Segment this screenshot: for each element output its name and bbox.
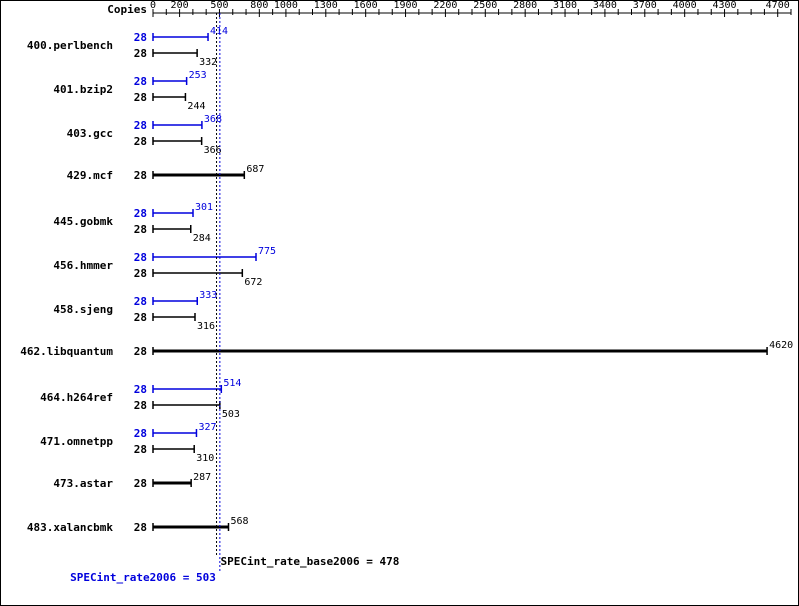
x-axis-label: 2800: [513, 1, 537, 11]
copies-base: 28: [134, 443, 147, 456]
copies-base: 28: [134, 267, 147, 280]
base-value: 672: [244, 277, 262, 288]
peak-ref-label: SPECint_rate2006 = 503: [70, 571, 216, 584]
copies-base: 28: [134, 47, 147, 60]
chart-svg: 0 200 500 800 1000 1300 1600 1900 2200 2500 2800 31…: [1, 1, 798, 605]
peak-value: 327: [198, 422, 216, 433]
benchmark-name: 473.astar: [53, 477, 113, 490]
base-value: 316: [197, 321, 215, 332]
peak-value: 775: [258, 246, 276, 257]
x-axis-label: 4000: [673, 1, 697, 11]
base-value: 310: [196, 453, 214, 464]
benchmark-name: 403.gcc: [67, 127, 113, 140]
benchmark-name: 401.bzip2: [53, 83, 113, 96]
benchmark-name: 462.libquantum: [20, 345, 113, 358]
x-axis-label: 2500: [473, 1, 497, 11]
base-value: 244: [187, 101, 205, 112]
copies-base: 28: [134, 311, 147, 324]
copies-peak: 28: [134, 383, 147, 396]
copies-base: 28: [134, 169, 147, 182]
benchmark-name: 471.omnetpp: [40, 435, 113, 448]
benchmark-name: 400.perlbench: [27, 39, 113, 52]
benchmark-name: 483.xalancbmk: [27, 521, 113, 534]
benchmark-name: 429.mcf: [67, 169, 113, 182]
base-value: 287: [193, 472, 211, 483]
benchmark-name: 464.h264ref: [40, 391, 113, 404]
copies-base: 28: [134, 477, 147, 490]
base-value: 366: [204, 145, 222, 156]
base-value: 503: [222, 409, 240, 420]
base-ref-label: SPECint_rate_base2006 = 478: [221, 555, 400, 568]
peak-value: 514: [223, 378, 241, 389]
copies-base: 28: [134, 399, 147, 412]
base-value: 284: [193, 233, 211, 244]
copies-peak: 28: [134, 207, 147, 220]
peak-value: 368: [204, 114, 222, 125]
copies-peak: 28: [134, 31, 147, 44]
x-axis-label: 500: [210, 1, 228, 11]
benchmark-chart: 0 200 500 800 1000 1300 1600 1900 2200 2500 2800 31…: [0, 0, 799, 606]
x-axis-label: 3700: [633, 1, 657, 11]
copies-base: 28: [134, 91, 147, 104]
x-axis-label: 200: [171, 1, 189, 11]
peak-value: 333: [199, 290, 217, 301]
x-axis-label: 4300: [712, 1, 736, 11]
copies-peak: 28: [134, 75, 147, 88]
benchmark-name: 456.hmmer: [53, 259, 113, 272]
x-axis-label: 1900: [393, 1, 417, 11]
peak-value: 301: [195, 202, 213, 213]
x-axis-label: 3400: [593, 1, 617, 11]
copies-base: 28: [134, 521, 147, 534]
copies-base: 28: [134, 223, 147, 236]
copies-base: 28: [134, 345, 147, 358]
peak-value: 253: [189, 70, 207, 81]
x-axis-label: 2200: [433, 1, 457, 11]
base-value: 4620: [769, 340, 793, 351]
benchmark-name: 445.gobmk: [53, 215, 113, 228]
copies-base: 28: [134, 135, 147, 148]
copies-peak: 28: [134, 119, 147, 132]
benchmark-name: 458.sjeng: [53, 303, 113, 316]
x-axis-label: 1000: [274, 1, 298, 11]
copies-peak: 28: [134, 251, 147, 264]
x-axis-label: 800: [250, 1, 268, 11]
x-axis-label: 4700: [766, 1, 790, 11]
x-axis-label: 3100: [553, 1, 577, 11]
x-axis-label: 1600: [354, 1, 378, 11]
peak-value: 414: [210, 26, 228, 37]
base-value: 687: [246, 164, 264, 175]
x-axis-label: 1300: [314, 1, 338, 11]
x-axis-label: 0: [150, 1, 156, 11]
base-value: 332: [199, 57, 217, 68]
base-value: 568: [230, 516, 248, 527]
copies-peak: 28: [134, 427, 147, 440]
copies-header: Copies: [107, 3, 147, 16]
copies-peak: 28: [134, 295, 147, 308]
